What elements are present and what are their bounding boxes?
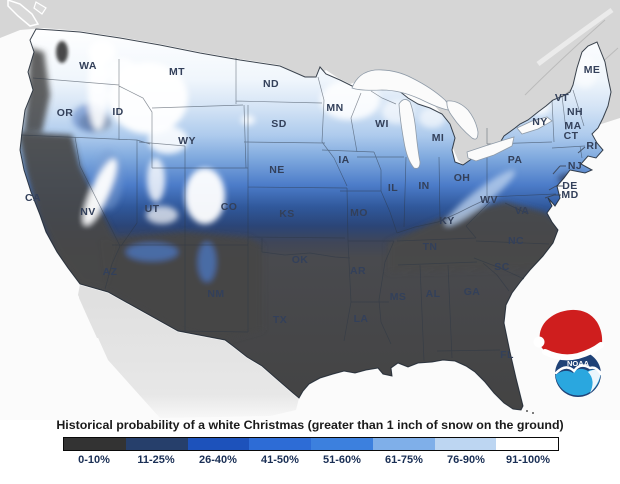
lake-ontario <box>516 116 553 135</box>
wasatch-white <box>147 158 165 202</box>
lake-michigan <box>398 99 421 169</box>
legend-swatch-91-100 <box>496 438 558 450</box>
state-borders <box>20 58 586 362</box>
lake-erie <box>466 136 515 162</box>
legend-swatch-41-50 <box>249 438 311 450</box>
st-lawrence-river <box>536 7 614 67</box>
us-outline <box>19 28 612 411</box>
legend-labels-row: 0-10% 11-25% 26-40% 41-50% 51-60% 61-75% 76-90… <box>63 454 559 466</box>
santa-hat-pompom <box>533 336 545 348</box>
leader-lines <box>544 146 586 199</box>
legend-label-51-60: 51-60% <box>323 454 361 466</box>
colorado-rockies-white <box>185 168 225 224</box>
legend-label-11-25: 11-25% <box>137 454 175 466</box>
pacific-coast-dark-strip <box>24 48 50 132</box>
florida-keys-dot-1 <box>526 410 528 412</box>
lake-huron <box>446 100 479 140</box>
new-mexico-mountains <box>198 242 216 282</box>
legend-swatch-0-10 <box>64 438 126 450</box>
legend-swatch-11-25 <box>125 438 188 450</box>
legend-color-bar <box>63 437 559 451</box>
legend-swatch-61-75 <box>372 438 435 450</box>
north-michigan-white <box>419 108 445 128</box>
baja-peninsula <box>79 286 104 338</box>
legend-label-91-100: 91-100% <box>505 454 551 466</box>
southeast-dark-region <box>388 202 560 272</box>
legend-label-76-90: 76-90% <box>447 454 485 466</box>
legend-label-61-75: 61-75% <box>385 454 423 466</box>
vancouver-island <box>7 0 40 27</box>
florida-keys-dot-2 <box>532 412 534 414</box>
map-title: Historical probability of a white Christ… <box>56 418 564 432</box>
legend-label-0-10: 0-10% <box>78 454 110 466</box>
montana-west-white <box>106 58 138 86</box>
north-cascades-white <box>88 40 116 64</box>
sierra-nevada-white <box>83 158 117 226</box>
great-lakes <box>351 69 553 169</box>
santa-hat-cap <box>539 309 603 356</box>
santa-hat <box>533 309 604 361</box>
noaa-gull <box>554 364 603 376</box>
south-utah-white <box>146 206 178 224</box>
noaa-circle-cyan <box>555 368 601 396</box>
vancouver-island-2 <box>33 1 47 15</box>
legend-swatch-26-40 <box>187 438 250 450</box>
legend-label-26-40: 26-40% <box>199 454 237 466</box>
yellowstone-white <box>148 126 188 154</box>
puget-sound-dark <box>56 41 68 63</box>
cascades-white <box>88 46 108 130</box>
california-dark-region <box>20 132 118 290</box>
mexico-region <box>78 284 299 418</box>
appalachians-streak <box>444 170 516 226</box>
santa-hat-trim <box>542 342 604 361</box>
noaa-logo-text: NOAA <box>567 359 590 368</box>
us-probability-map: NOAA <box>0 0 620 420</box>
maine-white <box>573 56 597 88</box>
mogollon-rim <box>126 243 178 261</box>
noaa-gull-wing <box>588 369 601 393</box>
noaa-logo: NOAA <box>533 309 604 397</box>
legend-label-41-50: 41-50% <box>261 454 299 466</box>
legend-swatch-76-90 <box>434 438 497 450</box>
legend-swatch-51-60 <box>311 438 373 450</box>
